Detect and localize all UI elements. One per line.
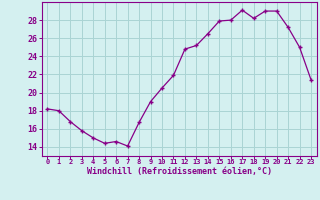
X-axis label: Windchill (Refroidissement éolien,°C): Windchill (Refroidissement éolien,°C): [87, 167, 272, 176]
